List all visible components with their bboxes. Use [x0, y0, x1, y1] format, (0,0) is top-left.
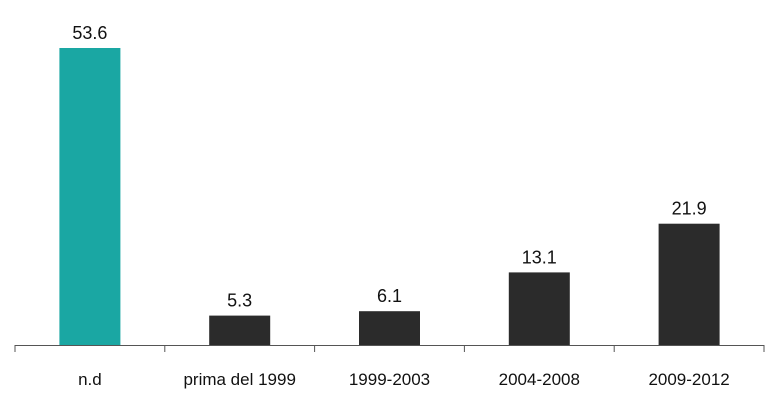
x-tick-labels-group: n.d prima del 1999 1999-2003 2004-2008 2009-… — [78, 370, 730, 389]
value-label-2004-2008: 13.1 — [522, 247, 557, 267]
bar-2004-2008 — [508, 272, 570, 345]
x-axis — [14, 345, 765, 352]
tick-label-1999-2003: 1999-2003 — [349, 370, 430, 389]
bar-prima-del-1999 — [209, 315, 271, 345]
tick-label-2009-2012: 2009-2012 — [648, 370, 729, 389]
tick-label-prima-del-1999: prima del 1999 — [183, 370, 295, 389]
bar-1999-2003 — [359, 311, 420, 345]
tick-label-n-d: n.d — [78, 370, 102, 389]
value-label-n-d: 53.6 — [72, 23, 107, 43]
tick-label-2004-2008: 2004-2008 — [499, 370, 580, 389]
value-label-2009-2012: 21.9 — [672, 199, 707, 219]
bars-group — [59, 48, 720, 345]
bar-n-d — [59, 48, 121, 345]
value-labels-group: 53.6 5.3 6.1 13.1 21.9 — [72, 23, 706, 311]
value-label-1999-2003: 6.1 — [377, 286, 402, 306]
value-label-prima-del-1999: 5.3 — [227, 291, 252, 311]
bar-2009-2012 — [658, 223, 720, 345]
